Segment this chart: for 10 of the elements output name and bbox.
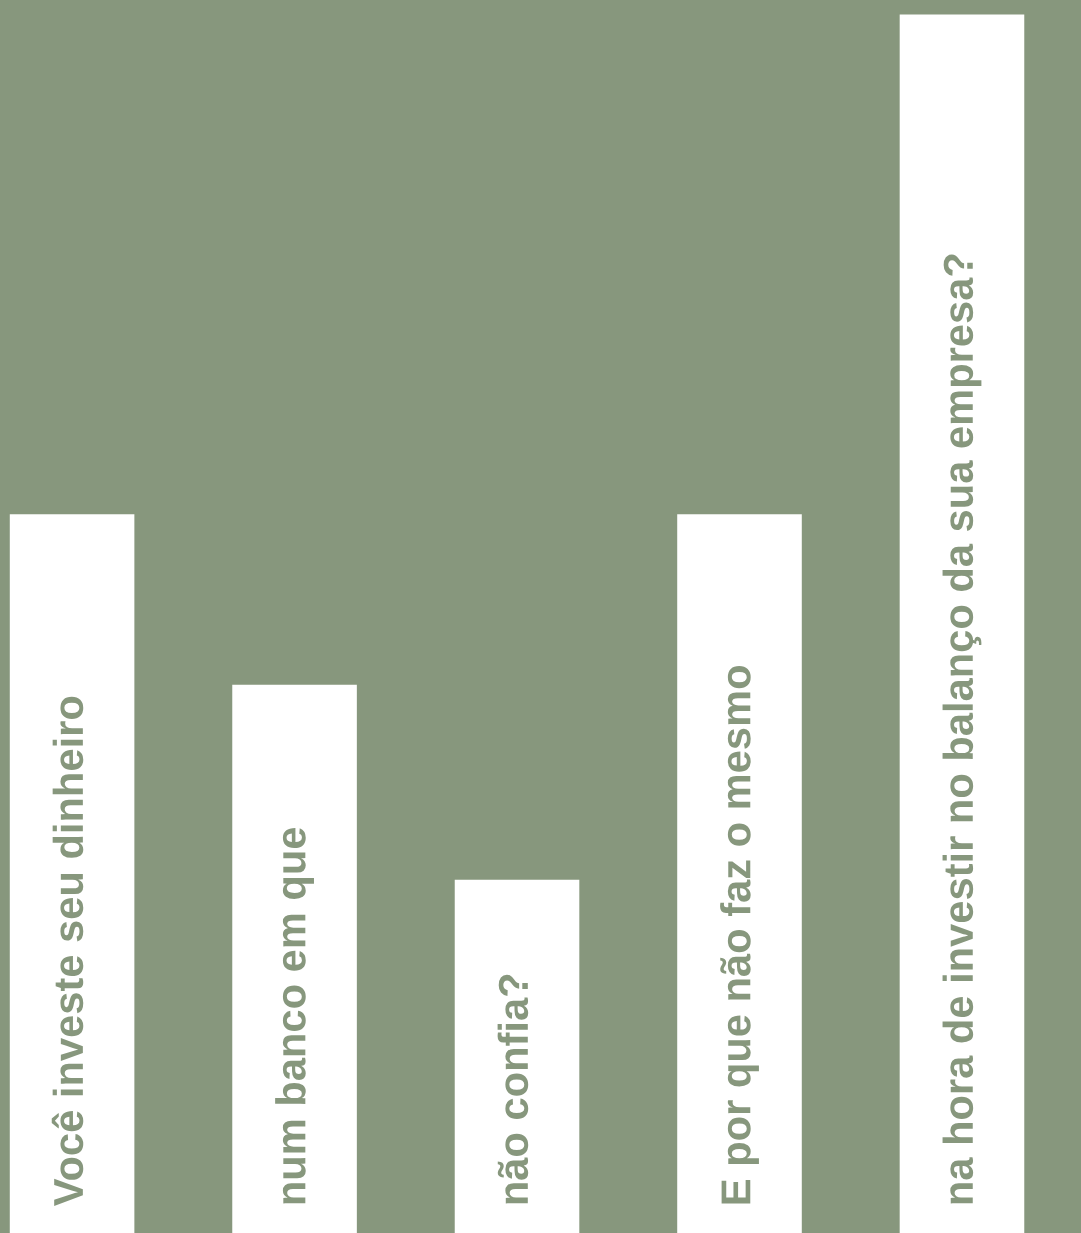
x-tick-label: Você investe seu dinheiro: [51, 696, 84, 1206]
bar: [9, 514, 135, 1233]
x-tick-label: na hora de investir no balanço da sua empresa?: [942, 254, 982, 1204]
bar: [899, 14, 1025, 1233]
bar: [232, 684, 357, 1233]
bar: [677, 514, 802, 1233]
x-tick-label: num banco em que: [275, 827, 314, 1204]
x-tick-label: não confia?: [497, 974, 529, 1204]
bar: [454, 879, 580, 1233]
x-tick-label: E por que não faz o mesmo: [720, 666, 759, 1204]
